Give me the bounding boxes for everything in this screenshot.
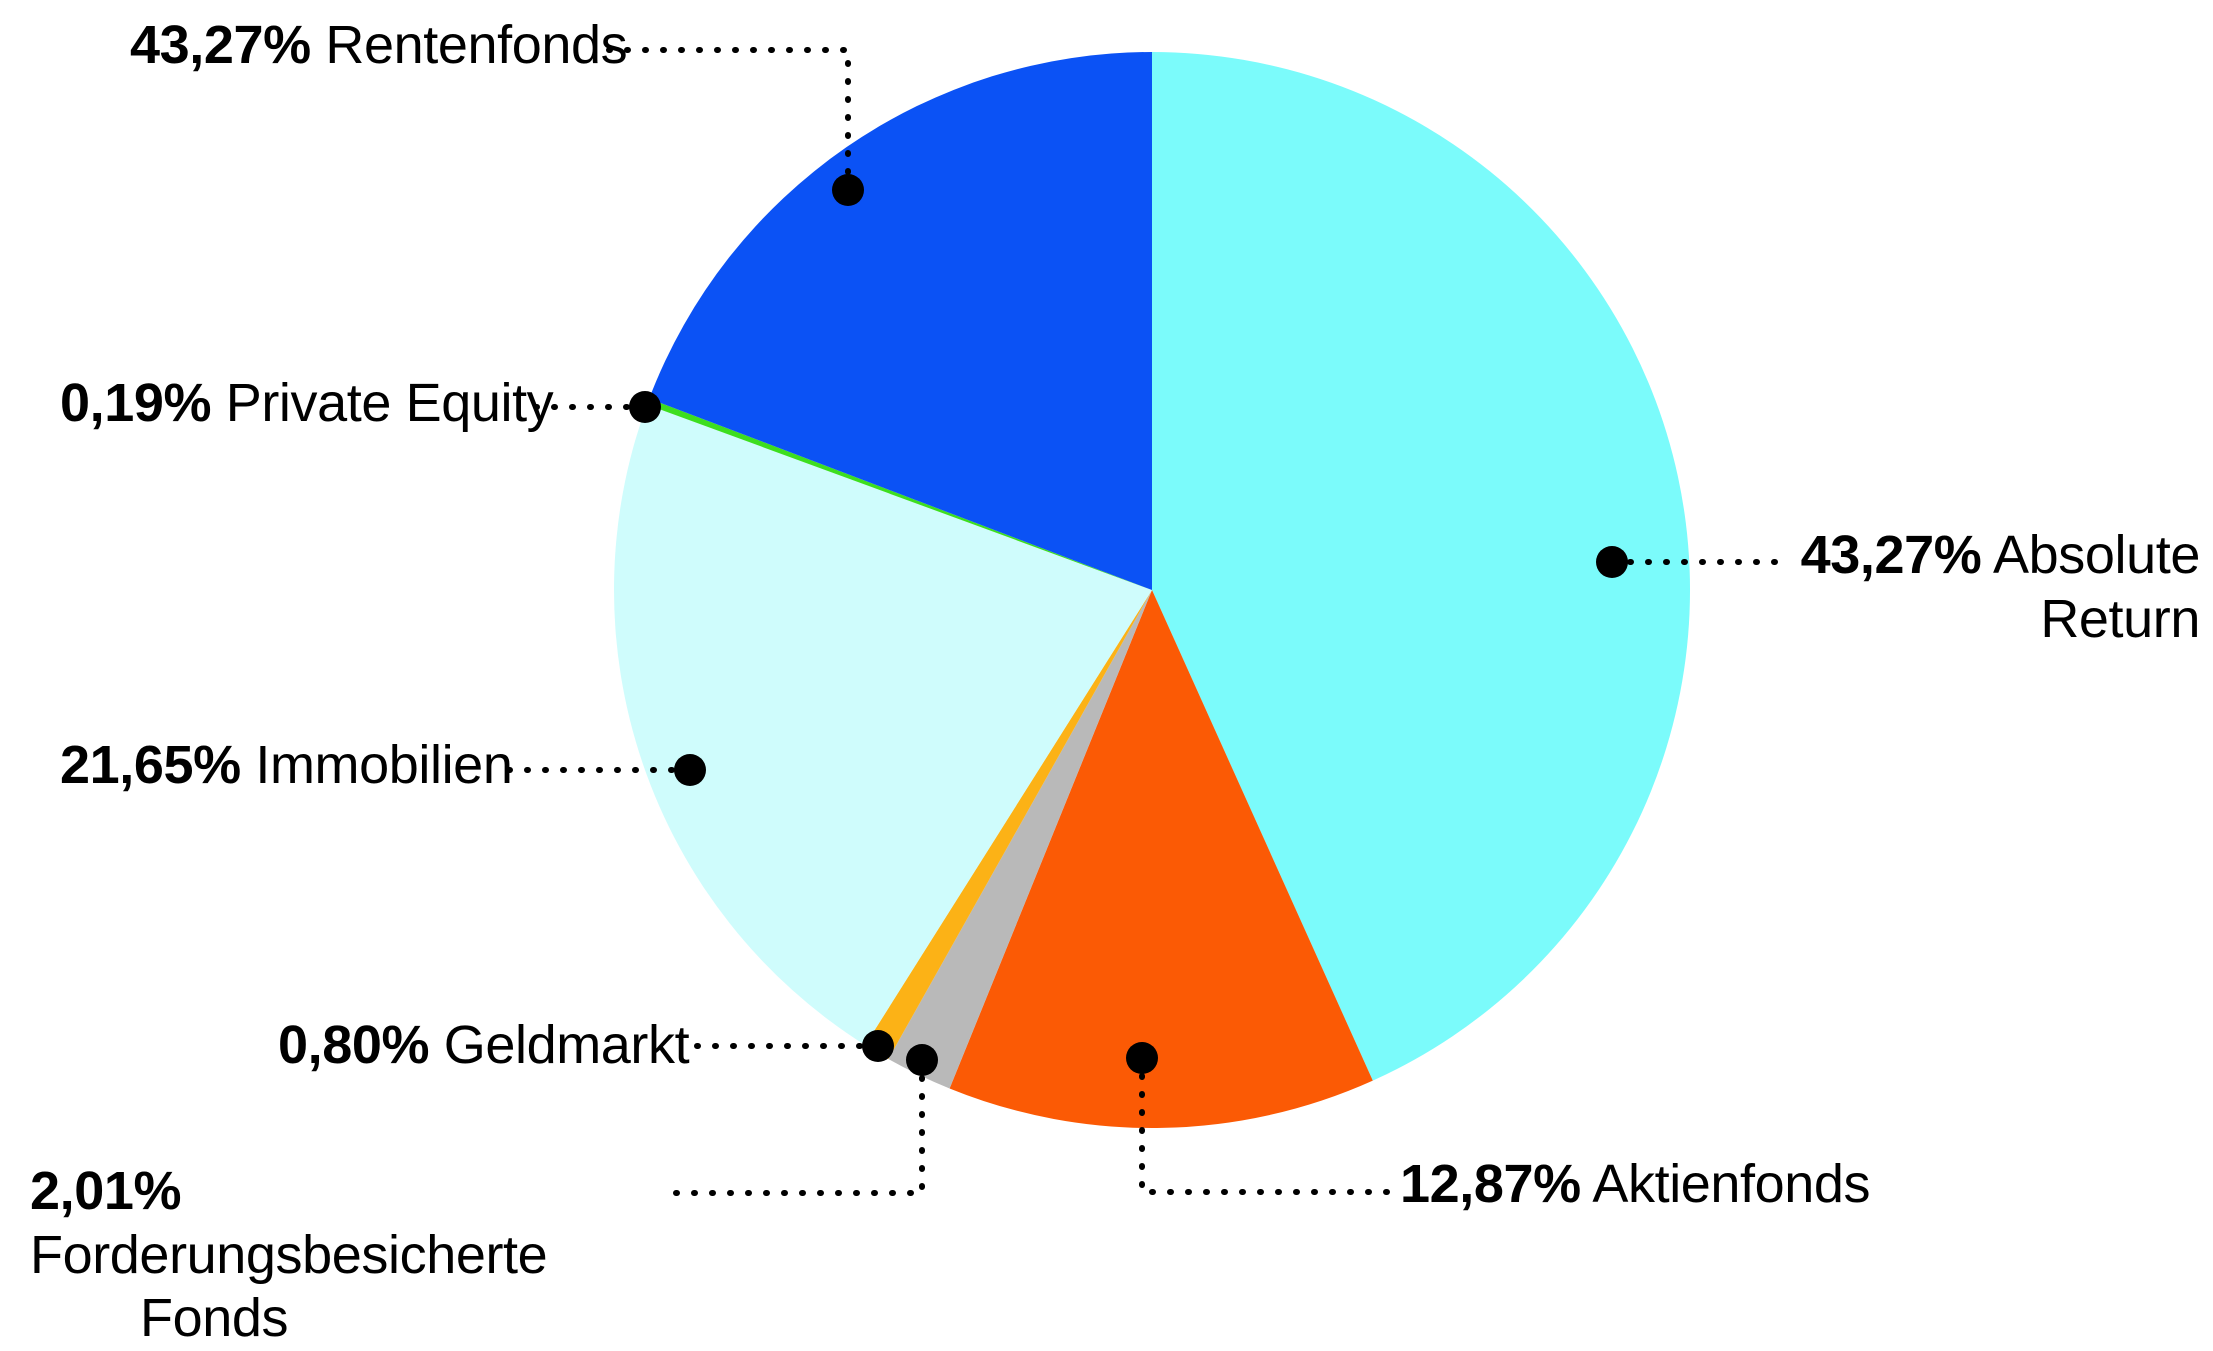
slice-name-geldmarkt: Geldmarkt <box>443 1015 690 1075</box>
slice-label-geldmarkt: 0,80% Geldmarkt <box>278 1014 690 1078</box>
pie-chart-canvas <box>497 47 1793 1196</box>
leader-line-rentenfonds <box>597 47 851 193</box>
slice-label-forderungsbesicherte-fonds: 2,01% Forderungsbesicherte Fonds <box>30 1160 670 1351</box>
pie-slice-rentenfonds <box>649 52 1152 590</box>
slice-percent-private-equity: 0,19% <box>60 373 212 433</box>
slice-percent-rentenfonds: 43,27% <box>130 15 311 75</box>
leader-dot-aktienfonds <box>1126 1042 1158 1074</box>
slice-name-immobilien: Immobilien <box>255 735 513 795</box>
leader-dot-immobilien <box>674 754 706 786</box>
slice-percent-absolute-return: 43,27% <box>1800 525 1982 585</box>
slice-label-aktienfonds: 12,87% Aktienfonds <box>1400 1153 1871 1217</box>
pie-chart-figure: 43,27% Rentenfonds 0,19% Private Equity … <box>30 14 2201 1349</box>
slice-name-absolute-return-line1: Absolute <box>1993 525 2200 585</box>
pie-slice-group <box>613 52 1691 1129</box>
slice-name-forderungsbesicherte-fonds-line1: Forderungsbesicherte <box>30 1224 548 1285</box>
pie-slice-private-equity <box>646 398 1152 590</box>
pie-slice-geldmarkt <box>865 590 1152 1059</box>
leader-dot-absolute-return <box>1596 546 1628 578</box>
leader-dot-rentenfonds <box>832 174 864 206</box>
pie-slice-absolute-return <box>1152 52 1691 1081</box>
leader-line-forderungsbesicherte-fonds <box>669 1057 925 1196</box>
slice-percent-aktienfonds: 12,87% <box>1400 1154 1581 1214</box>
leader-dot-private-equity <box>629 391 661 423</box>
slice-percent-geldmarkt: 0,80% <box>278 1015 430 1075</box>
pie-slice-forderungsbesicherte-fonds <box>888 590 1152 1089</box>
leader-dot-geldmarkt <box>862 1030 894 1062</box>
pie-slice-immobilien <box>613 404 1152 1046</box>
slice-label-private-equity: 0,19% Private Equity <box>60 372 554 436</box>
slice-label-rentenfonds: 43,27% Rentenfonds <box>130 14 628 78</box>
slice-name-absolute-return-line2: Return <box>2040 588 2200 649</box>
slice-name-aktienfonds: Aktienfonds <box>1592 1154 1871 1214</box>
leader-line-group <box>497 47 1793 1196</box>
slice-percent-forderungsbesicherte-fonds: 2,01% <box>30 1161 182 1221</box>
slice-percent-immobilien: 21,65% <box>60 735 241 795</box>
slice-label-absolute-return: 43,27% Absolute Return <box>1800 524 2201 651</box>
slice-label-immobilien: 21,65% Immobilien <box>60 734 513 798</box>
pie-slice-aktienfonds <box>949 590 1373 1129</box>
leader-dot-forderungsbesicherte-fonds <box>906 1044 938 1076</box>
slice-name-forderungsbesicherte-fonds-line2: Fonds <box>140 1288 289 1349</box>
slice-name-rentenfonds: Rentenfonds <box>325 15 628 75</box>
slice-name-private-equity: Private Equity <box>225 373 554 433</box>
